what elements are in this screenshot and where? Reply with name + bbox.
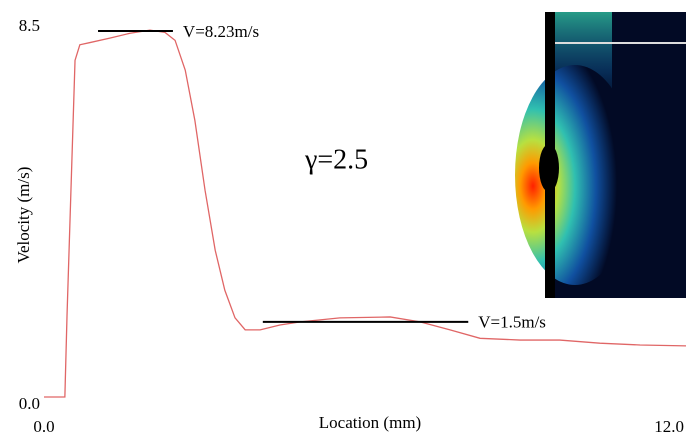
annotation-label: V=1.5m/s: [478, 313, 546, 332]
y-axis-label: Velocity (m/s): [14, 167, 33, 264]
inset-image: [515, 12, 686, 298]
y-tick-label: 0.0: [19, 394, 40, 413]
annotation-label: V=8.23m/s: [183, 22, 259, 41]
x-tick-label: 0.0: [33, 417, 54, 436]
x-axis-label: Location (mm): [319, 413, 421, 432]
annotation-gamma: γ=2.5: [304, 144, 368, 175]
x-tick-label: 12.0: [654, 417, 684, 436]
y-tick-label: 8.5: [19, 16, 40, 35]
chart: Velocity (m/s) Location (mm) γ=2.5 0.0 8.…: [0, 0, 686, 439]
